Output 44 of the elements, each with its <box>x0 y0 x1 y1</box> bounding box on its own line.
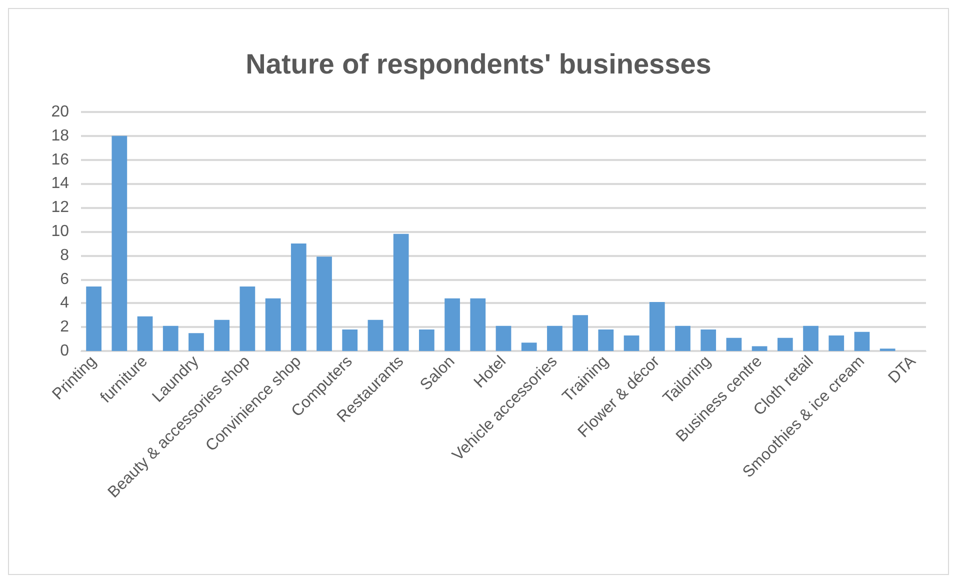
bar <box>316 256 332 351</box>
bar <box>112 136 128 351</box>
bar <box>419 329 434 351</box>
bar <box>290 243 306 351</box>
bar <box>265 298 281 351</box>
y-tick-label: 16 <box>51 151 70 168</box>
bar <box>547 326 562 351</box>
bar <box>572 315 588 351</box>
bar <box>803 326 818 351</box>
bar <box>470 298 486 351</box>
y-tick-label: 10 <box>51 223 70 240</box>
bar <box>342 329 358 351</box>
bar <box>240 286 256 351</box>
y-tick-label: 20 <box>51 104 70 120</box>
bar <box>162 326 178 351</box>
bar <box>675 326 690 351</box>
bar <box>854 332 870 351</box>
bar <box>368 320 384 351</box>
y-tick-label: 8 <box>60 246 70 264</box>
bar <box>86 286 102 351</box>
bar <box>828 335 844 351</box>
bar <box>777 338 793 351</box>
bar <box>726 338 742 351</box>
y-tick-label: 0 <box>60 342 70 360</box>
y-tick-label: 18 <box>51 127 70 144</box>
bar <box>188 333 204 351</box>
y-tick-label: 6 <box>60 270 70 288</box>
bar <box>752 346 768 351</box>
y-tick-label: 12 <box>51 199 70 216</box>
y-tick-label: 2 <box>60 318 70 336</box>
bar <box>649 302 665 351</box>
chart-title: Nature of respondents' businesses <box>246 48 712 80</box>
bar <box>700 329 716 351</box>
bar <box>137 316 153 351</box>
bar <box>598 329 614 351</box>
bar <box>444 298 460 351</box>
bar <box>521 342 537 351</box>
bar <box>624 335 640 351</box>
x-tick-label: DTA <box>885 352 920 387</box>
y-tick-label: 14 <box>51 175 70 192</box>
bar <box>496 326 512 351</box>
y-tick-label: 4 <box>60 294 70 312</box>
bar <box>214 320 230 351</box>
bar <box>393 234 409 351</box>
